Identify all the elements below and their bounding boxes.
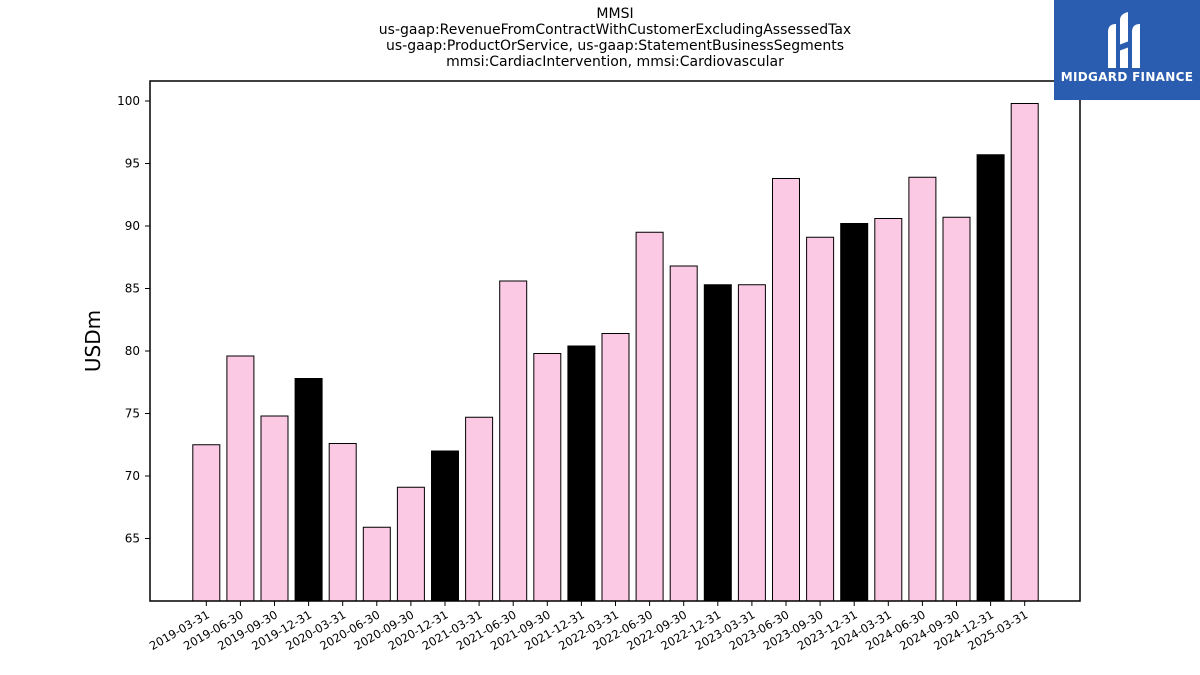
chart-title-line-3: us-gaap:ProductOrService, us-gaap:Statem… — [385, 38, 844, 54]
y-axis-label: USDm — [81, 310, 105, 372]
plot-frame — [149, 80, 1081, 602]
bar — [976, 154, 1005, 602]
midgard-logo-icon — [1108, 12, 1140, 68]
bar — [465, 416, 494, 602]
bar — [567, 345, 596, 602]
bar — [703, 284, 732, 602]
bar — [192, 444, 221, 602]
bar — [362, 526, 391, 602]
bar — [908, 176, 937, 602]
bar — [874, 218, 903, 602]
bar — [669, 265, 698, 602]
y-tick-label: 65 — [125, 532, 140, 546]
y-tick-label: 85 — [125, 282, 140, 296]
chart-title-line-2: us-gaap:RevenueFromContractWithCustomerE… — [378, 22, 852, 38]
bar — [499, 280, 528, 602]
bar — [396, 486, 425, 602]
brand-logo: MIDGARD FINANCE — [1054, 0, 1200, 100]
bar — [1010, 103, 1039, 602]
bar — [533, 353, 562, 602]
chart-title-line-4: mmsi:CardiacIntervention, mmsi:Cardiovas… — [446, 54, 784, 70]
bar — [328, 443, 357, 602]
bar — [840, 223, 869, 602]
bar — [601, 333, 630, 602]
y-tick-label: 100 — [117, 94, 140, 108]
chart-title: MMSI us-gaap:RevenueFromContractWithCust… — [150, 6, 1080, 70]
bar — [635, 231, 664, 602]
bar — [942, 216, 971, 602]
bar — [294, 378, 323, 602]
y-tick-label: 95 — [125, 157, 140, 171]
bar — [226, 355, 255, 602]
bar — [772, 178, 800, 602]
y-tick-label: 70 — [125, 469, 140, 483]
bar — [737, 284, 766, 602]
y-tick-label: 90 — [125, 219, 140, 233]
y-tick-label: 75 — [125, 407, 140, 421]
brand-logo-text: MIDGARD FINANCE — [1060, 70, 1194, 84]
bar — [260, 415, 289, 602]
y-tick-label: 80 — [125, 344, 140, 358]
chart-title-line-1: MMSI — [596, 6, 634, 22]
bar — [806, 236, 835, 602]
bar — [431, 450, 459, 602]
